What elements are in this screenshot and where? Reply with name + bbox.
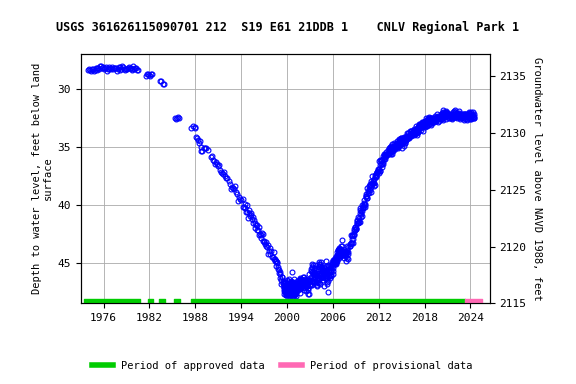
Y-axis label: Groundwater level above NAVD 1988, feet: Groundwater level above NAVD 1988, feet xyxy=(532,57,542,300)
Text: USGS 361626115090701 212  S19 E61 21DDB 1    CNLV Regional Park 1: USGS 361626115090701 212 S19 E61 21DDB 1… xyxy=(56,21,520,34)
Y-axis label: Depth to water level, feet below land
surface: Depth to water level, feet below land su… xyxy=(32,63,53,294)
Legend: Period of approved data, Period of provisional data: Period of approved data, Period of provi… xyxy=(88,357,476,375)
